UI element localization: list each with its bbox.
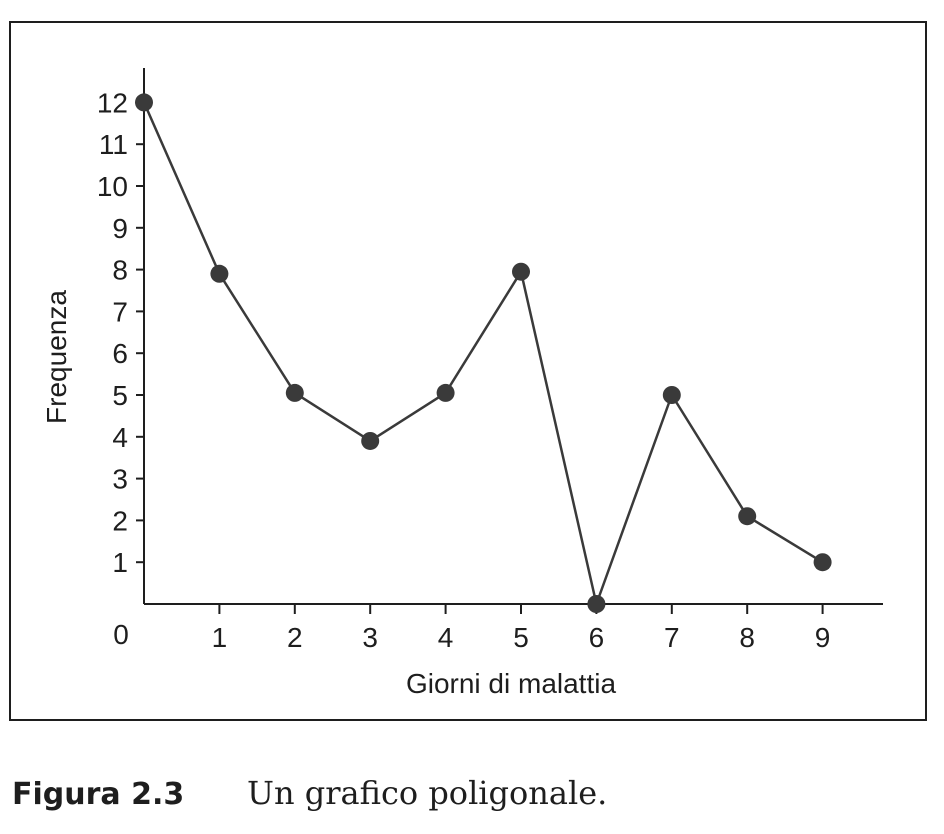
x-tick-label: 4 xyxy=(438,622,454,653)
caption-label: Figura 2.3 xyxy=(12,777,185,812)
data-point xyxy=(662,386,681,404)
y-tick-label: 7 xyxy=(112,296,128,327)
x-tick-label: 3 xyxy=(362,622,378,653)
y-tick-label: 3 xyxy=(112,464,128,495)
data-point xyxy=(813,553,832,572)
series-line xyxy=(142,101,824,606)
y-axis-label: Frequenza xyxy=(41,290,72,424)
x-tick-label: 9 xyxy=(815,622,831,653)
data-point xyxy=(361,431,380,450)
y-tick-label: 9 xyxy=(112,213,128,244)
figure-caption: Figura 2.3 Un grafico poligonale. xyxy=(12,774,607,824)
data-point xyxy=(135,93,153,112)
y-tick-label: 6 xyxy=(112,338,128,369)
x-tick-label: 5 xyxy=(513,622,529,653)
x-tick-label: 8 xyxy=(739,622,755,653)
y-tick-label: 12 xyxy=(97,87,128,118)
y-tick-label: 4 xyxy=(112,422,128,453)
y-tick-label: 5 xyxy=(112,380,128,411)
y-tick-label: 8 xyxy=(112,255,128,286)
y-tick-label: 10 xyxy=(97,171,128,202)
data-point xyxy=(512,262,530,281)
x-tick-label: 7 xyxy=(664,622,680,653)
x-tick-label: 2 xyxy=(287,622,303,653)
series-frequenza xyxy=(135,93,832,613)
y-tick-label: 1 xyxy=(112,547,128,578)
x-ticks: 1 2 3 4 5 6 7 8 9 xyxy=(212,604,831,653)
data-point xyxy=(436,383,455,402)
x-tick-label: 1 xyxy=(212,622,228,653)
x-axis-label: Giorni di malattia xyxy=(406,668,617,699)
axes xyxy=(143,68,883,605)
y-tick-label: 2 xyxy=(112,505,128,536)
y-tick-label: 11 xyxy=(99,129,128,160)
origin-label: 0 xyxy=(113,619,129,650)
data-point xyxy=(738,507,757,526)
data-point xyxy=(210,264,229,283)
caption-text: Un grafico poligonale. xyxy=(247,774,608,812)
data-point xyxy=(285,383,304,402)
x-tick-label: 6 xyxy=(589,622,605,653)
data-point xyxy=(587,595,606,613)
